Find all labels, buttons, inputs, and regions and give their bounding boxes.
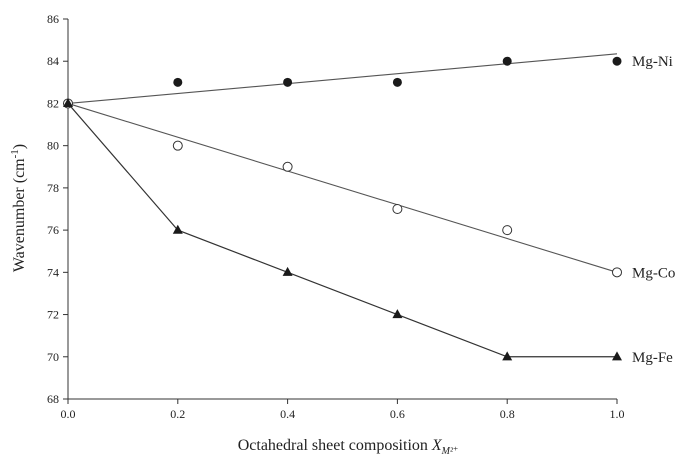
mg-co-point	[502, 225, 513, 236]
y-tick-label: 70	[47, 350, 59, 364]
mg-ni-point	[612, 56, 622, 66]
x-tick-label: 0.0	[61, 407, 76, 421]
y-tick-labels: 68 70 72 74 76 78 80 82 84 86	[47, 12, 59, 406]
mg-co-point	[392, 204, 403, 214]
mg-fe-point	[63, 98, 73, 108]
mg-co-point	[282, 161, 293, 172]
y-tick-label: 74	[47, 265, 59, 279]
x-tick-labels: 0.0 0.2 0.4 0.6 0.8 1.0	[61, 407, 625, 421]
y-tick-label: 76	[47, 223, 59, 237]
axes	[63, 18, 618, 404]
mg-ni-point	[392, 77, 402, 87]
series-labels: Mg-Ni Mg-Co Mg-Fe	[632, 54, 675, 366]
y-tick-label: 68	[47, 392, 59, 406]
mg-fe-line	[67, 103, 617, 358]
y-tick-label: 84	[47, 54, 59, 68]
mg-co-point	[612, 267, 622, 278]
y-tick-label: 80	[47, 139, 59, 153]
x-axis-title: Octahedral sheet composition XM²⁺	[238, 437, 459, 456]
x-tick-label: 0.2	[170, 407, 185, 421]
mg-fe-point	[392, 309, 403, 319]
fit-lines	[67, 53, 618, 358]
y-tick-label: 82	[47, 96, 59, 110]
x-tick-label: 1.0	[610, 407, 625, 421]
mg-ni-point	[283, 77, 293, 87]
mg-ni-point	[502, 56, 512, 66]
y-axis-title: Wavenumber (cm-1)	[9, 144, 28, 272]
mg-fe-point	[172, 224, 183, 234]
x-tick-label: 0.8	[500, 407, 515, 421]
mg-fe-label: Mg-Fe	[632, 350, 673, 366]
x-tick-label: 0.6	[390, 407, 405, 421]
mg-fe-point	[282, 266, 293, 276]
mg-co-point	[172, 140, 183, 151]
mg-ni-point	[173, 77, 183, 87]
x-tick-label: 0.4	[280, 407, 295, 421]
mg-ni-label: Mg-Ni	[632, 54, 673, 70]
y-tick-label: 78	[47, 181, 59, 195]
y-tick-label: 86	[47, 12, 59, 26]
mg-co-label: Mg-Co	[632, 265, 675, 281]
mg-ni-fit-line	[67, 53, 618, 104]
data-points	[63, 56, 622, 361]
y-tick-label: 72	[47, 308, 59, 322]
mg-co-fit-line	[67, 102, 618, 273]
mg-fe-point	[502, 351, 513, 361]
mg-fe-point	[612, 351, 622, 361]
